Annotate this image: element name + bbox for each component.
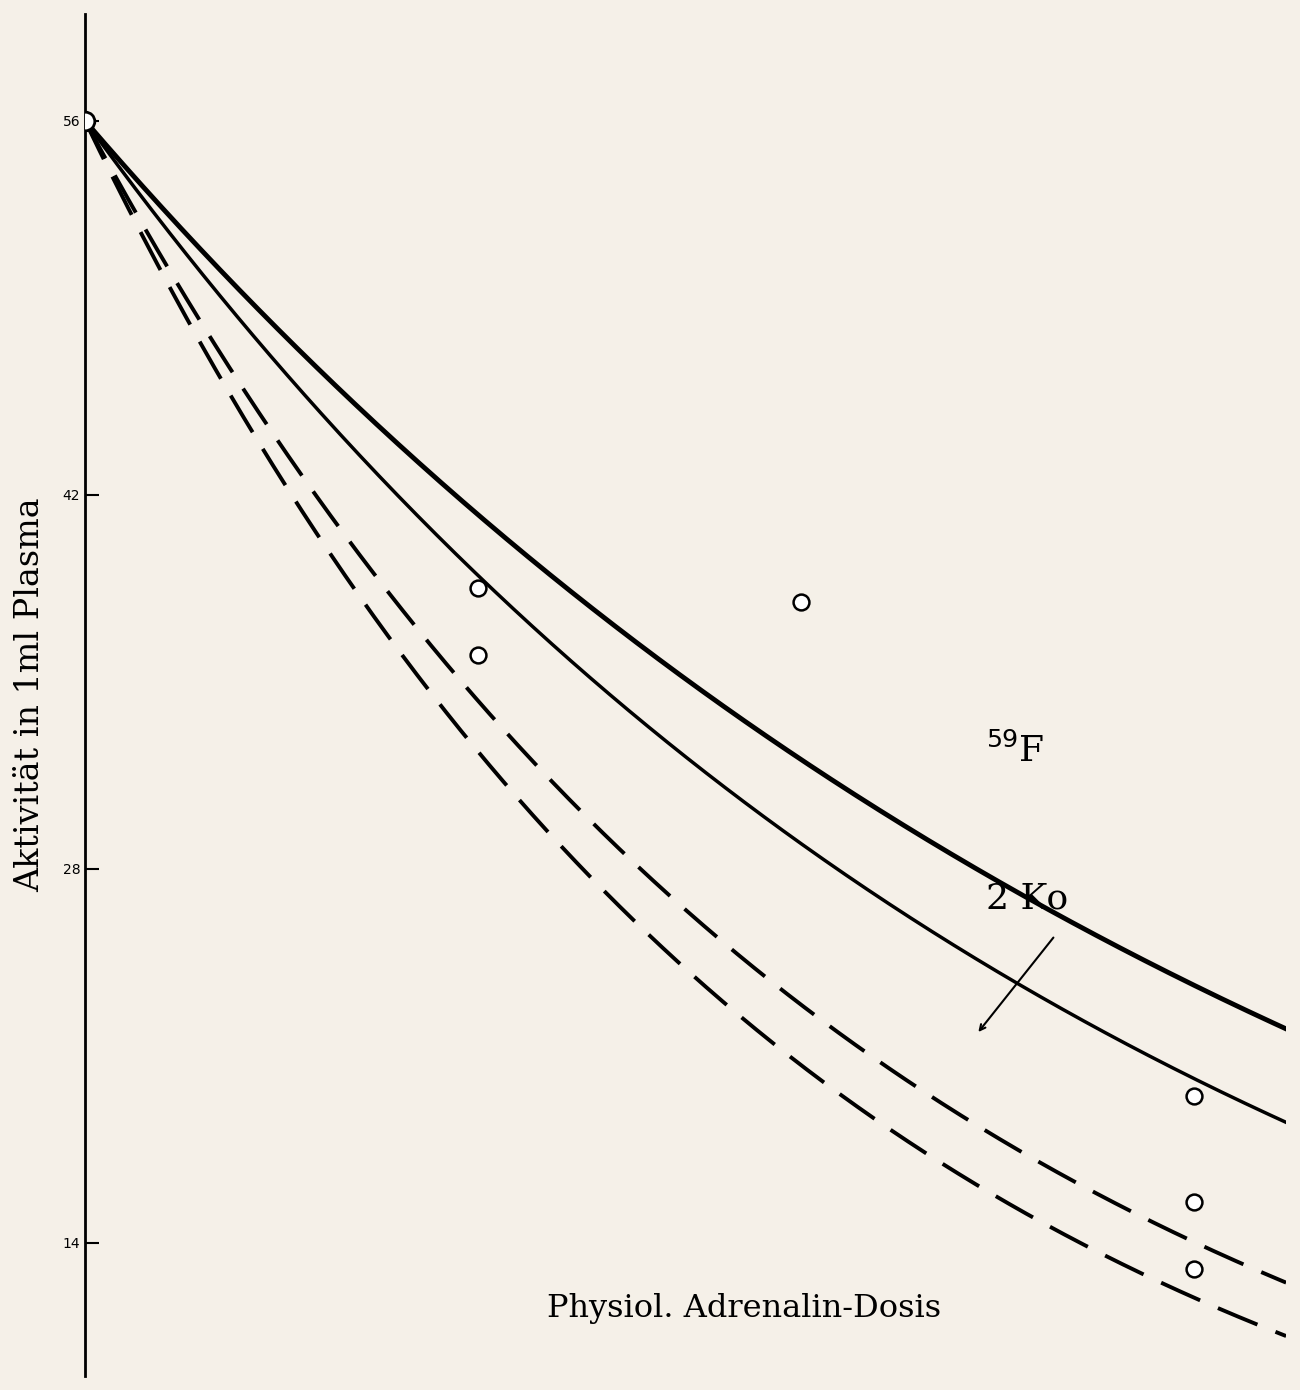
- Point: [467, 577, 488, 599]
- Text: Physiol. Adrenalin-Dosis: Physiol. Adrenalin-Dosis: [547, 1293, 941, 1325]
- Point: [1183, 1258, 1204, 1280]
- Point: [1183, 1084, 1204, 1106]
- Text: $^{59}$F: $^{59}$F: [985, 733, 1044, 769]
- Point: [467, 644, 488, 666]
- Point: [74, 110, 95, 132]
- Text: 2 Ko: 2 Ko: [985, 881, 1069, 916]
- Point: [1183, 1191, 1204, 1213]
- Y-axis label: Aktivität in 1ml Plasma: Aktivität in 1ml Plasma: [14, 498, 46, 892]
- Point: [790, 591, 811, 613]
